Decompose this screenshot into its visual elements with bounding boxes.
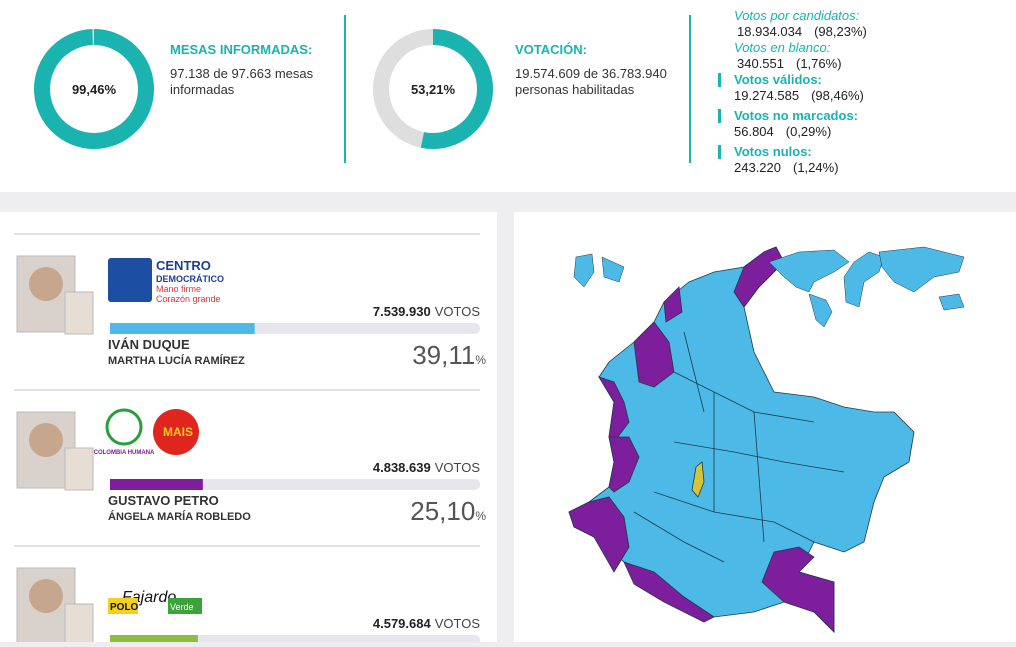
donuts: 99,46% 53,21% (34, 29, 493, 149)
breakdown-values: 340.551 (1,76%) (734, 56, 1008, 72)
breakdown-values: 243.220 (1,24%) (734, 160, 1008, 176)
logo-text: MAIS (163, 425, 193, 439)
breakdown-count: 243.220 (734, 160, 781, 175)
breakdown-label: Votos en blanco: (734, 40, 831, 55)
breakdown-label: Votos no marcados: (734, 108, 859, 123)
share-sign: % (475, 509, 486, 523)
breakdown-item: Votos nulos: 243.220 (1,24%) (718, 144, 1008, 176)
photo-face (29, 267, 63, 301)
donut-arc (373, 29, 493, 149)
breakdown-share: (1,76%) (796, 56, 842, 71)
photo-face (29, 423, 63, 457)
bar (110, 635, 198, 642)
votes-unit: VOTOS (435, 460, 481, 475)
candidate-name: IVÁN DUQUE (108, 337, 190, 352)
share: 25,10% (410, 496, 486, 526)
breakdown-item: Votos no marcados: 56.804 (0,29%) (718, 108, 1008, 140)
share: 39,11% (412, 340, 486, 370)
bar (110, 323, 255, 334)
bar-track (110, 635, 480, 642)
map-panel (514, 212, 1016, 642)
breakdown-share: (98,23%) (814, 24, 867, 39)
breakdown: Votos por candidatos: 18.934.034 (98,23%) V… (718, 8, 1008, 180)
logo-text: CENTRO (156, 258, 211, 273)
breakdown-count: 340.551 (737, 56, 784, 71)
bar (110, 479, 203, 490)
marker (718, 109, 721, 123)
breakdown-count: 18.934.034 (737, 24, 803, 39)
photo (64, 447, 94, 491)
separator (689, 15, 691, 163)
breakdown-values: 18.934.034 (98,23%) (734, 24, 1008, 40)
logo-icon (108, 258, 152, 302)
logo-text: Mano firme (156, 284, 201, 294)
donut-label: 53,21% (411, 82, 456, 97)
votacion-detail: 19.574.609 de 36.783.940 personas habili… (515, 66, 667, 97)
logo-icon (168, 598, 202, 614)
colombia-map (568, 246, 915, 633)
breakdown-label: Votos nulos: (734, 144, 812, 159)
votes: 7.539.930 VOTOS (373, 304, 480, 319)
summary-panel: 99,46% 53,21% MESAS INFORMADAS: 97.138 de… (0, 0, 1016, 192)
candidate-name: GUSTAVO PETRO (108, 493, 219, 508)
votes: 4.838.639 VOTOS (373, 460, 480, 475)
votes-count: 4.579.684 (373, 616, 432, 631)
breakdown-label: Votos válidos: (734, 72, 822, 87)
share-value: 25,10 (410, 496, 475, 526)
donut-label: 99,46% (72, 82, 117, 97)
candidates-panel: CENTRO DEMOCRÁTICO Mano firme Corazón grand… (0, 212, 497, 642)
votes: 4.579.684 VOTOS (373, 616, 480, 631)
breakdown-item: Votos en blanco: 340.551 (1,76%) (718, 40, 1008, 72)
breakdown-share: (1,24%) (793, 160, 839, 175)
breakdown-values: 56.804 (0,29%) (734, 124, 1008, 140)
marker (718, 145, 721, 159)
logo-text: Verde (170, 602, 194, 612)
votes-count: 4.838.639 (373, 460, 431, 475)
marker (718, 73, 721, 87)
breakdown-count: 56.804 (734, 124, 774, 139)
breakdown-label: Votos por candidatos: (734, 8, 860, 23)
logo-icon (105, 408, 143, 446)
photo-face (29, 579, 63, 613)
separator (344, 15, 346, 163)
world-inset (573, 246, 965, 328)
breakdown-values: 19.274.585 (98,46%) (734, 88, 1008, 104)
logo-text: DEMOCRÁTICO (156, 274, 224, 284)
votacion-title: VOTACIÓN: (515, 42, 587, 57)
map (568, 246, 965, 633)
running-mate: MARTHA LUCÍA RAMÍREZ (108, 354, 245, 367)
breakdown-share: (0,29%) (785, 124, 832, 139)
breakdown-count: 19.274.585 (734, 88, 800, 103)
logo-text: POLO (110, 602, 139, 613)
breakdown-share: (98,46%) (811, 88, 864, 103)
votes-count: 7.539.930 (373, 304, 431, 319)
mesas-detail: 97.138 de 97.663 mesas informadas (170, 66, 314, 97)
photo (64, 291, 94, 335)
logo-text: COLOMBIA HUMANA (94, 450, 155, 456)
logo-text: Corazón grande (156, 294, 221, 304)
votes-unit: VOTOS (435, 616, 481, 631)
breakdown-item: Votos por candidatos: 18.934.034 (98,23%) (718, 8, 1008, 40)
breakdown-item: Votos válidos: 19.274.585 (98,46%) (718, 72, 1008, 104)
logo-icon (108, 598, 138, 614)
votes-unit: VOTOS (435, 304, 481, 319)
share-sign: % (475, 353, 486, 367)
photo (64, 603, 94, 642)
donut-arc (34, 29, 154, 149)
logo-icon (153, 409, 199, 455)
share-value: 39,11 (412, 340, 475, 370)
running-mate: ÁNGELA MARÍA ROBLEDO (108, 510, 251, 523)
mesas-title: MESAS INFORMADAS: (170, 42, 313, 57)
